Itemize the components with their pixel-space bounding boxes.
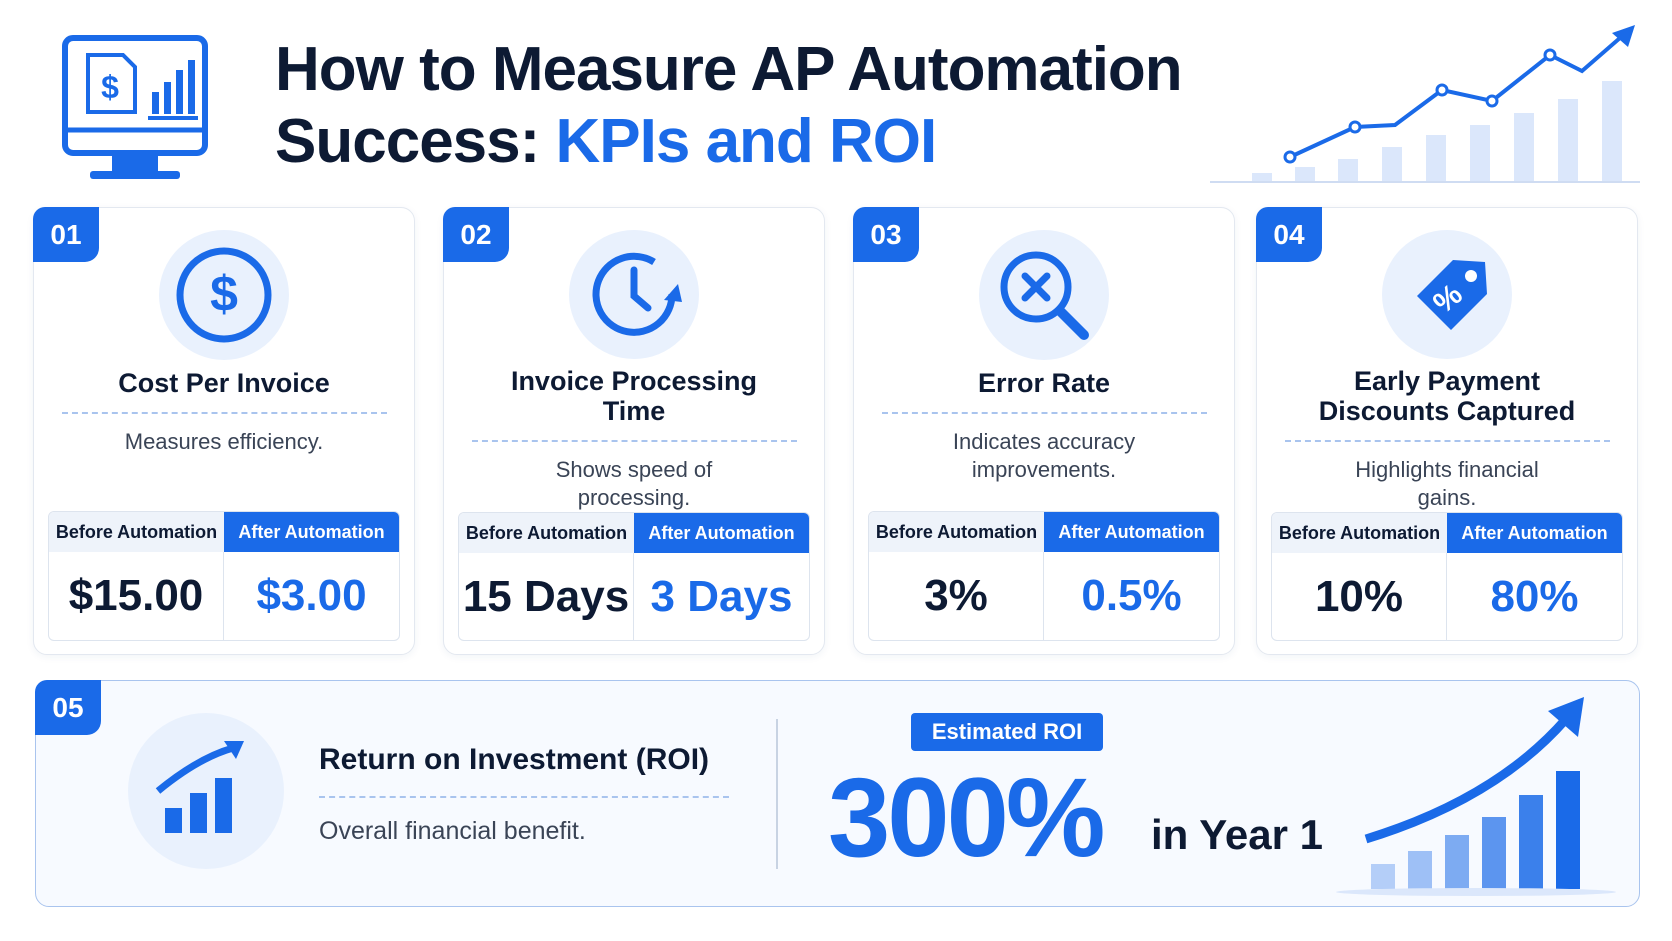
kpi-card: 01 $ Cost Per Invoice Measures efficiency. B… [33, 207, 415, 655]
divider [881, 412, 1207, 414]
title-line: How to Measure AP Automation [275, 35, 1183, 104]
title-plain: Success: [275, 107, 540, 176]
roi-panel: 05 Return on Investment (ROI) Overall fi… [35, 680, 1640, 907]
roi-suffix: in Year 1 [1151, 811, 1324, 858]
roi-number: 05 [35, 680, 101, 735]
roi-badge: Estimated ROI [911, 713, 1103, 751]
roi-decor-chart [1336, 697, 1616, 896]
icon-graphic: $ [176, 247, 272, 343]
comparison-table: Before Automation After Automation 10% 80% [1271, 512, 1623, 642]
kpi-card: 04% Early Payment Discounts Captured Highl… [1256, 207, 1638, 655]
before-value: 3% [869, 552, 1044, 640]
monitor-icon: $ [62, 35, 208, 179]
icon-graphic [592, 253, 682, 337]
before-label: Before Automation [869, 512, 1044, 552]
card-number: 03 [853, 207, 919, 262]
before-value: $15.00 [49, 552, 224, 640]
before-label: Before Automation [459, 513, 634, 554]
kpi-card: 03 Error Rate Indicates accuracy improveme… [853, 207, 1235, 655]
card-description: Measures efficiency. [124, 429, 324, 454]
comparison-table: Before Automation After Automation 3% 0.5% [868, 511, 1220, 641]
decor-chart [1210, 25, 1640, 183]
divider [61, 412, 387, 414]
kpi-card: 02 Invoice Processing Time Shows speed of … [443, 207, 825, 655]
card-icon [979, 230, 1109, 360]
card-title: Early Payment Discounts Captured [1318, 366, 1576, 427]
after-value: 0.5% [1081, 571, 1182, 620]
card-icon [569, 230, 699, 359]
card-title: Error Rate [977, 368, 1111, 398]
after-label: After Automation [1447, 513, 1622, 554]
roi-value: 300% [828, 755, 1105, 880]
before-value: 15 Days [459, 553, 634, 641]
card-number: 02 [443, 207, 509, 262]
after-value: 80% [1490, 571, 1579, 621]
divider [776, 719, 778, 869]
card-number: 04 [1256, 207, 1322, 262]
card-title: Invoice Processing Time [510, 366, 758, 427]
title-accent: KPIs and ROI [555, 107, 938, 176]
card-description: Highlights financial gains. [1355, 457, 1539, 511]
comparison-table: Before Automation After Automation 15 Days… [458, 512, 810, 642]
divider [1284, 440, 1610, 443]
after-value: 3 Days [650, 571, 793, 621]
after-label: After Automation [1044, 512, 1219, 552]
divider [471, 440, 797, 443]
card-description: Shows speed of processing. [555, 457, 713, 511]
roi-description: Overall financial benefit. [319, 817, 586, 845]
card-number: 01 [33, 207, 99, 262]
roi-title: Return on Investment (ROI) [319, 743, 710, 776]
card-title: Cost Per Invoice [118, 368, 330, 398]
after-value: $3.00 [256, 571, 367, 620]
after-label: After Automation [224, 512, 399, 552]
icon-graphic: % [1417, 260, 1487, 331]
title: How to Measure AP Automation Success: KP… [275, 34, 1183, 178]
divider [319, 796, 729, 798]
svg-text:$: $ [101, 69, 119, 105]
after-label: After Automation [634, 513, 809, 554]
before-value: 10% [1272, 553, 1447, 641]
svg-text:$: $ [210, 266, 238, 322]
before-label: Before Automation [49, 512, 224, 552]
roi-icon [128, 713, 284, 869]
card-icon: % [1382, 230, 1512, 359]
card-description: Indicates accuracy improvements. [952, 429, 1136, 482]
icon-graphic [1000, 251, 1089, 340]
comparison-table: Before Automation After Automation $15.00 $… [48, 511, 400, 641]
card-icon: $ [159, 230, 289, 360]
title-line: Success: KPIs and ROI [275, 106, 1182, 178]
before-label: Before Automation [1272, 513, 1447, 554]
